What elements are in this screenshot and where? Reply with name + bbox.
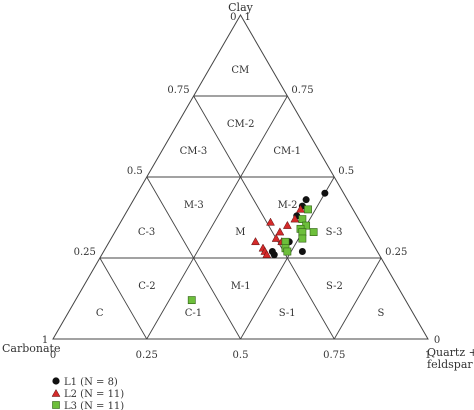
tick-label-base: 0 [50, 350, 56, 361]
point-l2 [282, 220, 292, 229]
point-l3 [298, 228, 307, 236]
point-l3 [304, 205, 312, 214]
point-l2 [271, 233, 281, 242]
point-l1 [302, 196, 310, 204]
point-l2 [266, 217, 275, 226]
point-l2 [275, 227, 285, 236]
tick-label-left-edge: 0.75 [167, 85, 189, 96]
tick-label-base: 0.25 [136, 350, 158, 361]
tick-label-qf-0: 0 [434, 335, 440, 346]
grid-line [333, 257, 382, 340]
region-label-s-2: S-2 [326, 281, 343, 292]
legend-marker-square [52, 401, 60, 409]
point-l2 [262, 250, 272, 259]
tick-label-base: 1 [425, 350, 431, 361]
grid-line [99, 257, 148, 340]
region-label-m-1: M-1 [231, 281, 251, 292]
tick-label-right-edge: 0.5 [338, 166, 354, 177]
point-l3 [309, 228, 318, 236]
axis-title-quartz-feldspar-line1: Quartz + [427, 346, 474, 359]
region-label-m-3: M-3 [184, 200, 204, 211]
tick-label-base: 0.5 [233, 350, 249, 361]
region-label-c-3: C-3 [138, 227, 155, 238]
tick-label-clay-1: 1 [245, 12, 251, 23]
grid-line [146, 176, 241, 340]
region-label-cm-3: CM-3 [180, 146, 208, 157]
region-label-c-2: C-2 [138, 281, 155, 292]
data-points [187, 189, 329, 305]
legend: L1 (N = 8) L2 (N = 11) L3 (N = 11) [51, 377, 124, 410]
axis-title-clay: Clay [228, 1, 253, 14]
point-l3 [187, 296, 196, 305]
classification-grid [99, 95, 382, 340]
tick-label-left-edge: 0.25 [74, 247, 96, 258]
region-label-m-2: M-2 [278, 200, 298, 211]
region-labels: CM CM-2 CM-3 CM-1 M-3 M-2 M C-3 S-3 C-2 S-2 M-1 C C-1… [96, 65, 385, 319]
point-l3 [281, 237, 290, 246]
region-label-cm-1: CM-1 [273, 146, 301, 157]
point-l1 [321, 189, 329, 197]
point-l1 [298, 248, 306, 256]
legend-label-l1: L1 (N = 8) [64, 377, 118, 388]
legend-label-l3: L3 (N = 11) [64, 401, 124, 410]
region-label-cm: CM [231, 65, 249, 76]
point-l3 [298, 215, 307, 224]
region-label-c-1: C-1 [185, 308, 202, 319]
tick-label-left-edge: 0.5 [127, 166, 143, 177]
tick-label-carbonate-1: 1 [42, 335, 48, 346]
point-l1 [270, 251, 278, 259]
point-l2 [296, 204, 305, 213]
legend-label-l2: L2 (N = 11) [64, 389, 124, 400]
legend-marker-triangle [51, 388, 61, 397]
legend-marker-circle [52, 377, 60, 385]
tick-label-clay-0: 0 [230, 12, 236, 23]
point-l3 [283, 247, 292, 256]
region-label-m: M [235, 227, 245, 238]
region-label-cm-2: CM-2 [227, 119, 255, 130]
region-label-s-1: S-1 [279, 308, 296, 319]
region-label-c: C [96, 308, 104, 319]
tick-label-right-edge: 0.25 [385, 247, 407, 258]
axis-title-quartz-feldspar-line2: feldspar [427, 358, 473, 371]
point-l3 [298, 234, 307, 243]
tick-label-base: 0.75 [323, 350, 345, 361]
tick-label-right-edge: 0.75 [291, 85, 313, 96]
axis-title-carbonate: Carbonate [2, 342, 60, 355]
grid-line [193, 95, 335, 340]
point-l2 [251, 237, 260, 246]
point-l2 [290, 214, 300, 223]
region-label-s: S [378, 308, 385, 319]
region-label-s-3: S-3 [326, 227, 343, 238]
grid-line [146, 95, 288, 340]
